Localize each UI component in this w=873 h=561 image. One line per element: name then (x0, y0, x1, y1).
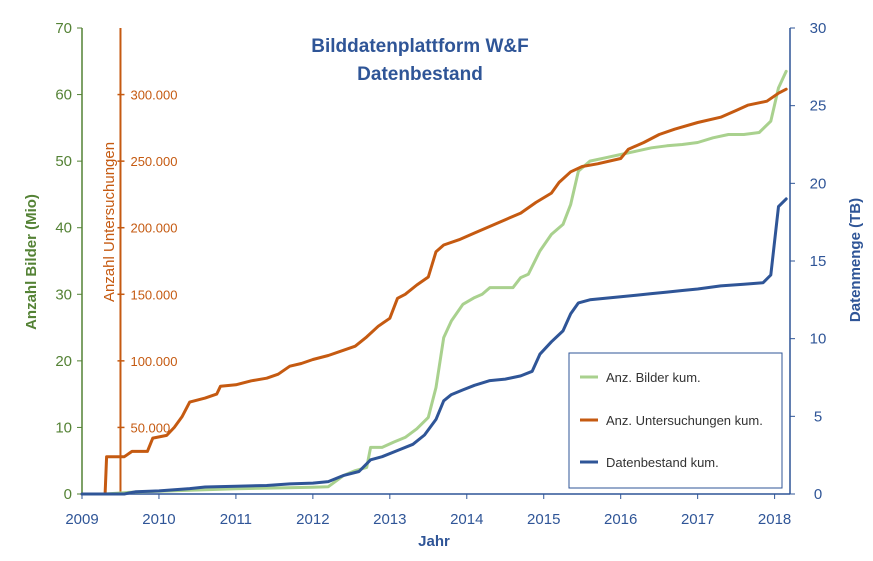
left-tick-label: 40 (55, 220, 72, 237)
left-tick-label: 0 (64, 486, 72, 503)
right-tick-label: 20 (810, 175, 827, 192)
right-tick-label: 5 (814, 408, 822, 425)
right-tick-label: 15 (810, 253, 827, 270)
x-tick-label: 2017 (681, 511, 714, 528)
right-tick-label: 10 (810, 331, 827, 348)
x-tick-label: 2014 (450, 511, 483, 528)
legend-label-datenbestand: Datenbestand kum. (606, 455, 719, 470)
series-line-bilder (80, 69, 788, 496)
left-tick-label: 60 (55, 87, 72, 104)
right-tick-label: 0 (814, 486, 822, 503)
series-line-untersuchungen (80, 87, 788, 496)
mid-tick-label: 300.000 (130, 88, 177, 103)
left-axis-label: Anzahl Bilder (Mio) (23, 194, 40, 330)
x-tick-label: 2012 (296, 511, 329, 528)
mid-axis-label: Anzahl Untersuchungen (101, 142, 118, 302)
right-axis-label: Datenmenge (TB) (847, 198, 864, 322)
series-line-datenbestand (80, 197, 788, 496)
x-tick-label: 2015 (527, 511, 560, 528)
mid-tick-label: 150.000 (130, 287, 177, 302)
x-tick-label: 2011 (220, 511, 252, 528)
x-axis-label: Jahr (418, 533, 450, 550)
x-tick-label: 2018 (758, 511, 791, 528)
legend: Anz. Bilder kum. Anz. Untersuchungen kum… (568, 352, 783, 489)
right-tick-label: 30 (810, 20, 827, 37)
mid-tick-label: 250.000 (130, 154, 177, 169)
mid-tick-label: 100.000 (130, 354, 177, 369)
chart-title-line-1: Bilddatenplattform W&F (311, 36, 528, 57)
legend-label-untersuchungen: Anz. Untersuchungen kum. (606, 413, 763, 428)
left-tick-label: 30 (55, 286, 72, 303)
legend-label-bilder: Anz. Bilder kum. (606, 370, 701, 385)
x-tick-label: 2013 (373, 511, 406, 528)
left-tick-label: 10 (55, 419, 72, 436)
legend-box (568, 352, 783, 489)
left-tick-label: 20 (55, 353, 72, 370)
mid-tick-label: 200.000 (130, 221, 177, 236)
right-tick-label: 25 (810, 98, 827, 115)
x-tick-label: 2010 (142, 511, 175, 528)
x-tick-label: 2009 (65, 511, 98, 528)
x-tick-label: 2016 (604, 511, 637, 528)
left-tick-label: 50 (55, 153, 72, 170)
left-tick-label: 70 (55, 20, 72, 37)
mid-tick-label: 50.000 (130, 420, 170, 435)
chart-title-line-2: Datenbestand (357, 64, 483, 85)
